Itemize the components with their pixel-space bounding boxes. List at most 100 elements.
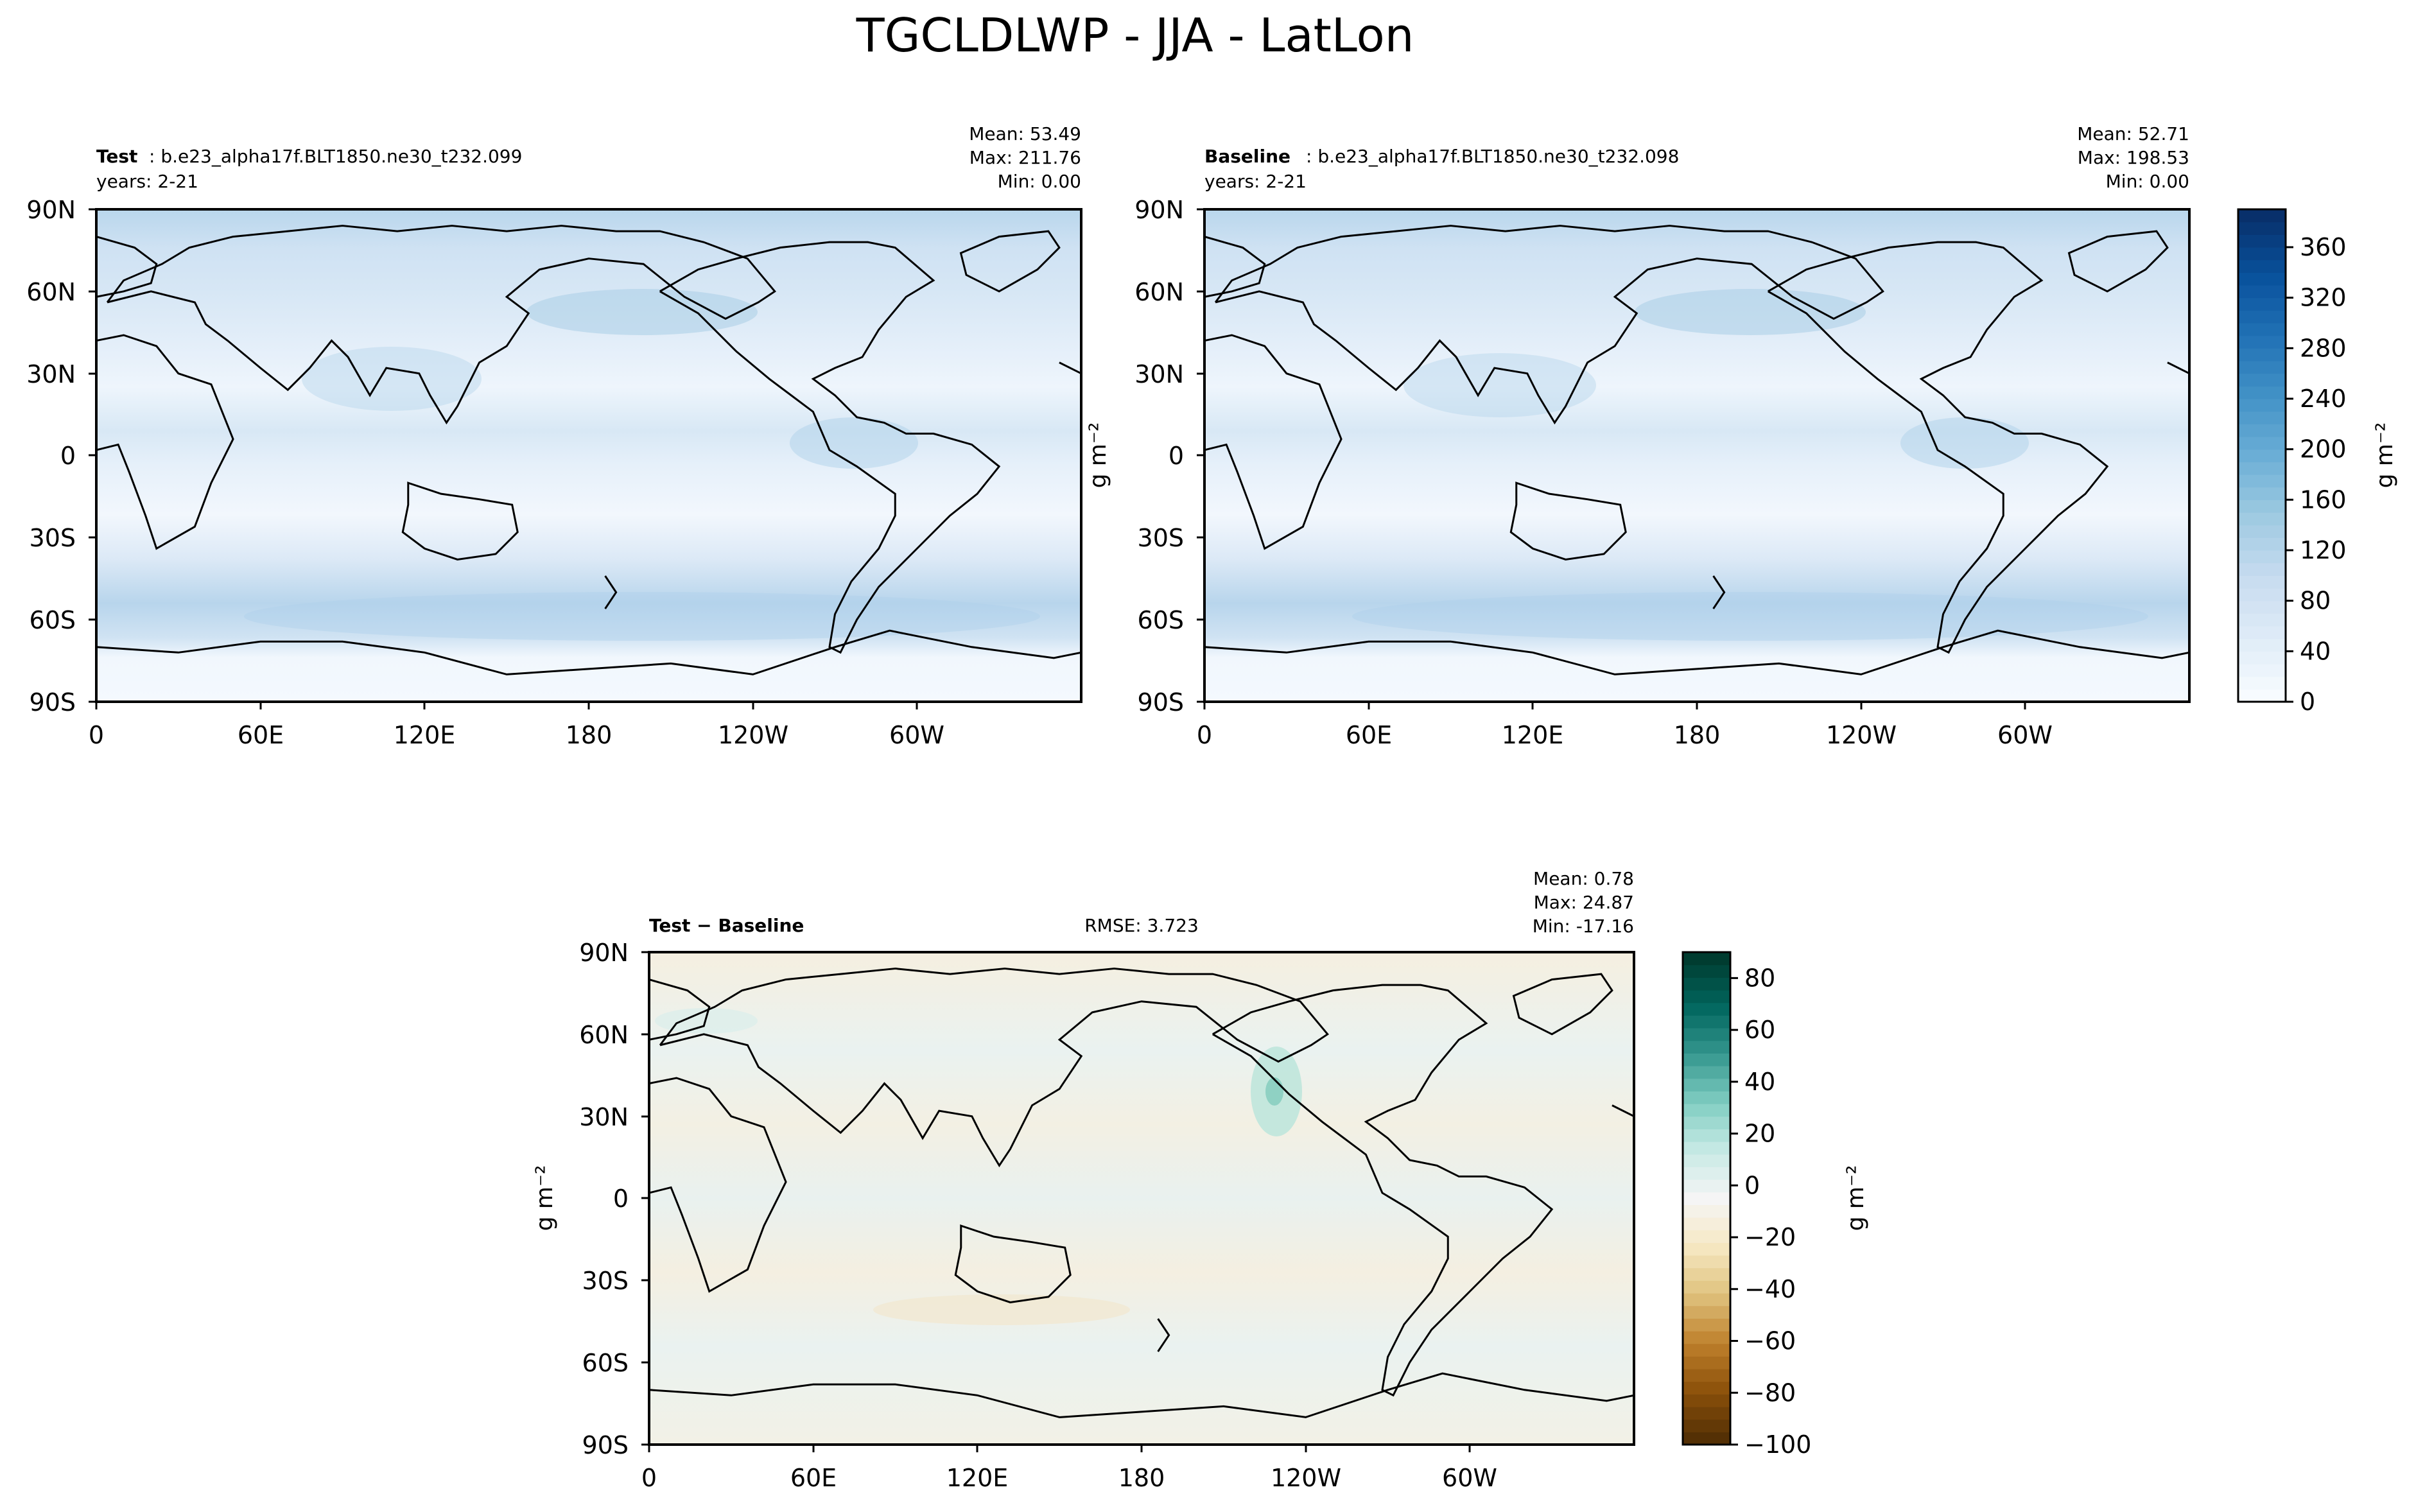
lat-tick-label: 90S: [582, 1431, 629, 1459]
colorbar-swatch: [1683, 1028, 1730, 1041]
colorbar-swatch: [1683, 1255, 1730, 1269]
lat-tick-label: 30S: [30, 524, 76, 552]
colorbar-swatch: [2238, 247, 2286, 261]
colorbar-tick-label: 200: [2300, 435, 2347, 464]
lat-tick-label: 90S: [30, 688, 76, 717]
panel-test: Test : b.e23_alpha17f.BLT1850.ne30_t232.…: [26, 123, 1081, 749]
colorbar-swatch: [2238, 562, 2286, 576]
lon-tick-label: 180: [1674, 721, 1721, 749]
colorbar-swatch: [1683, 1142, 1730, 1155]
panel-baseline-label-case: : b.e23_alpha17f.BLT1850.ne30_t232.098: [1306, 146, 1679, 167]
colorbar-diff-label: g m⁻²: [1843, 1165, 1869, 1231]
colorbar-swatch: [1683, 1419, 1730, 1432]
panel-baseline-lon-axis: 0 60E 120E 180 120W 60W: [1197, 721, 2053, 749]
colorbar-main-swatches: [2238, 209, 2286, 702]
colorbar-swatch: [1683, 990, 1730, 1004]
lat-tick-label: 30N: [26, 360, 76, 388]
colorbar-swatch: [1683, 1129, 1730, 1142]
colorbar-swatch: [1683, 1356, 1730, 1369]
colorbar-swatch: [2238, 209, 2286, 223]
colorbar-swatch: [1683, 1318, 1730, 1332]
panel-baseline-years: years: 2-21: [1204, 171, 1307, 192]
panel-diff-lon-axis: 0 60E 120E 180 120W 60W: [641, 1464, 1497, 1492]
panel-test-min: Min: 0.00: [998, 171, 1081, 192]
panel-baseline-min: Min: 0.00: [2106, 171, 2189, 192]
colorbar-swatch: [1683, 1369, 1730, 1382]
lat-tick-label: 60N: [1134, 278, 1184, 306]
panel-baseline-label-bold: Baseline: [1204, 146, 1291, 167]
panel-diff-min: Min: -17.16: [1533, 916, 1634, 937]
colorbar-swatch: [1683, 1217, 1730, 1231]
lon-tick-label: 0: [1197, 721, 1212, 749]
lat-tick-label: 0: [1169, 442, 1184, 470]
lat-tick-label: 60N: [26, 278, 76, 306]
colorbar-swatch: [2238, 335, 2286, 349]
colorbar-tick-label: −80: [1744, 1378, 1796, 1407]
lon-tick-label: 180: [566, 721, 613, 749]
colorbar-swatch: [2238, 411, 2286, 424]
colorbar-swatch: [2238, 638, 2286, 652]
colorbar-swatch: [1683, 1167, 1730, 1180]
colorbar-tick-label: 80: [1744, 964, 1775, 992]
lon-tick-label: 120W: [718, 721, 788, 749]
colorbar-swatch: [1683, 1053, 1730, 1066]
colorbar-swatch: [1683, 1204, 1730, 1218]
colorbar-swatch: [1683, 1280, 1730, 1294]
lat-tick-label: 30S: [1138, 524, 1184, 552]
lat-tick-label: 30S: [582, 1267, 629, 1295]
colorbar-tick-label: −20: [1744, 1223, 1796, 1251]
colorbar-swatch: [2238, 285, 2286, 299]
colorbar-swatch: [1683, 1078, 1730, 1091]
colorbar-swatch: [2238, 348, 2286, 361]
colorbar-diff-ticks: −100 −80 −60 −40 −20 0 20 40 60 80: [1730, 964, 1811, 1459]
colorbar-tick-label: 0: [2300, 688, 2315, 716]
colorbar-swatch: [1683, 1267, 1730, 1281]
lat-tick-label: 0: [60, 442, 76, 470]
lon-tick-label: 120E: [946, 1464, 1009, 1492]
lon-tick-label: 0: [89, 721, 104, 749]
colorbar-tick-label: 40: [2300, 637, 2331, 665]
colorbar-swatch: [2238, 651, 2286, 665]
lat-tick-label: 60S: [1138, 606, 1184, 634]
colorbar-swatch: [2238, 487, 2286, 500]
colorbar-swatch: [2238, 373, 2286, 387]
panel-diff-units: g m⁻²: [532, 1165, 558, 1231]
panel-diff-lat-axis: 90N 60N 30N 0 30S 60S 90S: [579, 939, 629, 1459]
panel-test-max: Max: 211.76: [969, 147, 1081, 168]
colorbar-swatch: [1683, 1066, 1730, 1079]
colorbar-swatch: [2238, 626, 2286, 639]
colorbar-swatch: [2238, 323, 2286, 336]
lon-tick-label: 60E: [1346, 721, 1392, 749]
colorbar-tick-label: 280: [2300, 334, 2347, 362]
colorbar-swatch: [2238, 399, 2286, 412]
colorbar-swatch: [2238, 234, 2286, 248]
lat-tick-label: 90N: [26, 196, 76, 224]
lon-tick-label: 180: [1118, 1464, 1165, 1492]
lon-tick-label: 60E: [238, 721, 284, 749]
colorbar-swatch: [1683, 1305, 1730, 1319]
colorbar-swatch: [1683, 952, 1730, 966]
panel-diff-rmse: RMSE: 3.723: [1084, 915, 1199, 936]
colorbar-swatch: [2238, 525, 2286, 538]
colorbar-tick-label: 120: [2300, 536, 2347, 564]
colorbar-swatch: [1683, 1331, 1730, 1344]
colorbar-swatch: [2238, 272, 2286, 286]
colorbar-swatch: [2238, 449, 2286, 462]
lat-tick-label: 60S: [30, 606, 76, 634]
panel-diff-map: [649, 951, 1634, 1446]
colorbar-swatch: [1683, 1104, 1730, 1117]
colorbar-tick-label: 320: [2300, 284, 2347, 312]
colorbar-swatch: [1683, 1002, 1730, 1016]
lon-tick-label: 120E: [1502, 721, 1564, 749]
lat-tick-label: 60S: [582, 1349, 629, 1377]
panel-baseline-mean: Mean: 52.71: [2077, 123, 2189, 144]
colorbar-main: 0 40 80 120 160 200 240 280 320 360 g m⁻²: [2237, 208, 2398, 716]
lat-tick-label: 90N: [579, 939, 629, 967]
lat-tick-label: 30N: [1134, 360, 1184, 388]
panel-test-lat-axis: 90N 60N 30N 0 30S 60S 90S: [26, 196, 76, 717]
lat-tick-label: 90S: [1138, 688, 1184, 717]
colorbar-swatch: [1683, 1230, 1730, 1243]
colorbar-swatch: [2238, 588, 2286, 602]
lat-tick-label: 90N: [1134, 196, 1184, 224]
figure-title: TGCLDLWP - JJA - LatLon: [856, 8, 1414, 62]
